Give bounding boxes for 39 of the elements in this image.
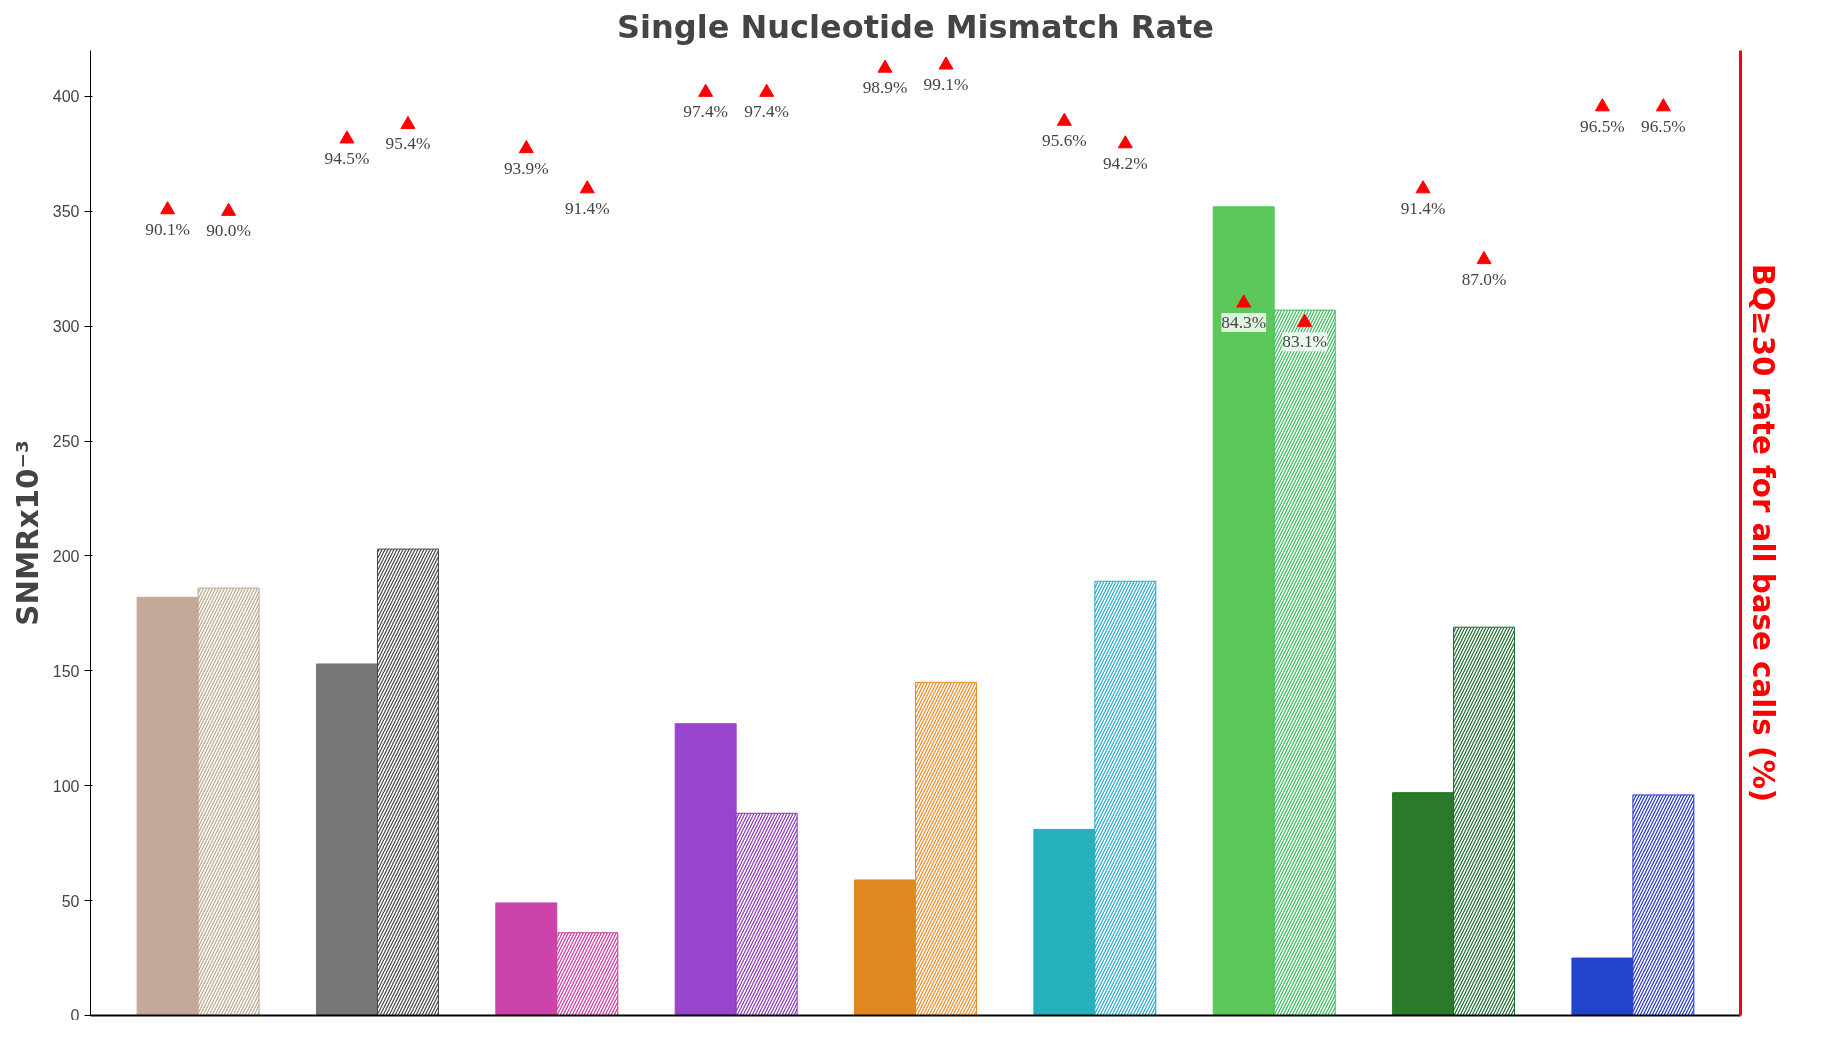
bar [1392, 792, 1455, 1016]
chart-title: Single Nucleotide Mismatch Rate [617, 7, 1214, 46]
data-label: 93.9% [503, 158, 549, 178]
bar [1571, 957, 1634, 1016]
bar [854, 879, 916, 1016]
data-label: 94.2% [1102, 153, 1148, 173]
y-tick-label: 150 [52, 662, 80, 680]
data-label: 96.5% [1580, 116, 1625, 136]
data-label: 98.9% [862, 78, 908, 98]
y-tick-label: 350 [52, 203, 80, 221]
data-label: 97.4% [683, 102, 729, 122]
data-label: 99.1% [923, 74, 969, 94]
data-label: 90.0% [206, 221, 251, 241]
data-label: 96.5% [1641, 116, 1686, 136]
data-label: 91.4% [564, 198, 610, 218]
data-label: 97.4% [744, 102, 790, 122]
y2-axis-title: BQ≥30 rate for all base calls (%) [1745, 263, 1780, 803]
bar [1033, 828, 1096, 1016]
data-label: 95.4% [385, 134, 431, 154]
y-tick-label: 100 [52, 777, 80, 795]
data-label: 95.6% [1041, 131, 1087, 151]
bar [1212, 206, 1275, 1016]
y-tick-label: 200 [52, 547, 80, 565]
data-label: 83.1% [1282, 332, 1328, 352]
y-tick-label: 50 [61, 892, 80, 910]
bar [674, 723, 737, 1016]
y-tick-label: 0 [70, 1006, 80, 1024]
data-label: 84.3% [1221, 313, 1267, 333]
bar [495, 902, 558, 1016]
bar [136, 596, 199, 1016]
y-tick-label: 300 [52, 318, 80, 336]
y-axis-title: SNMRx10⁻³ [10, 440, 45, 626]
y-tick-label: 250 [52, 433, 80, 451]
y-tick-label: 400 [52, 88, 80, 106]
data-label: 91.4% [1400, 198, 1446, 218]
data-label: 90.1% [145, 219, 191, 239]
data-label: 94.5% [324, 148, 370, 168]
data-label: 87.0% [1461, 269, 1507, 289]
bar [315, 663, 378, 1016]
